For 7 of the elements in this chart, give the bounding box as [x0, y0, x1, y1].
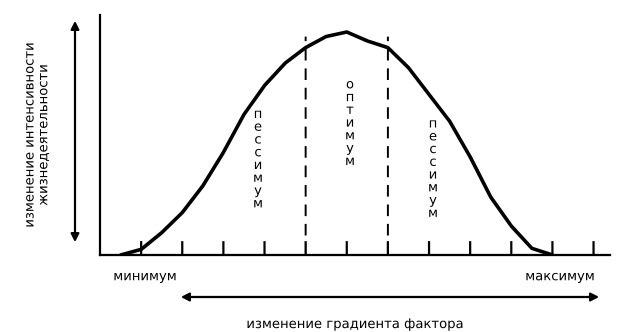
text: минимум [114, 273, 176, 283]
annotation: пессимум [254, 110, 262, 208]
y-axis-title: изменение интенсивности жизнедеятельности [26, 44, 50, 226]
text: максимум [526, 272, 594, 283]
x-axis-title: изменение градиента фактора [248, 318, 462, 331]
annotation: оптимум [346, 80, 354, 165]
annotation: пессимум [429, 120, 437, 217]
